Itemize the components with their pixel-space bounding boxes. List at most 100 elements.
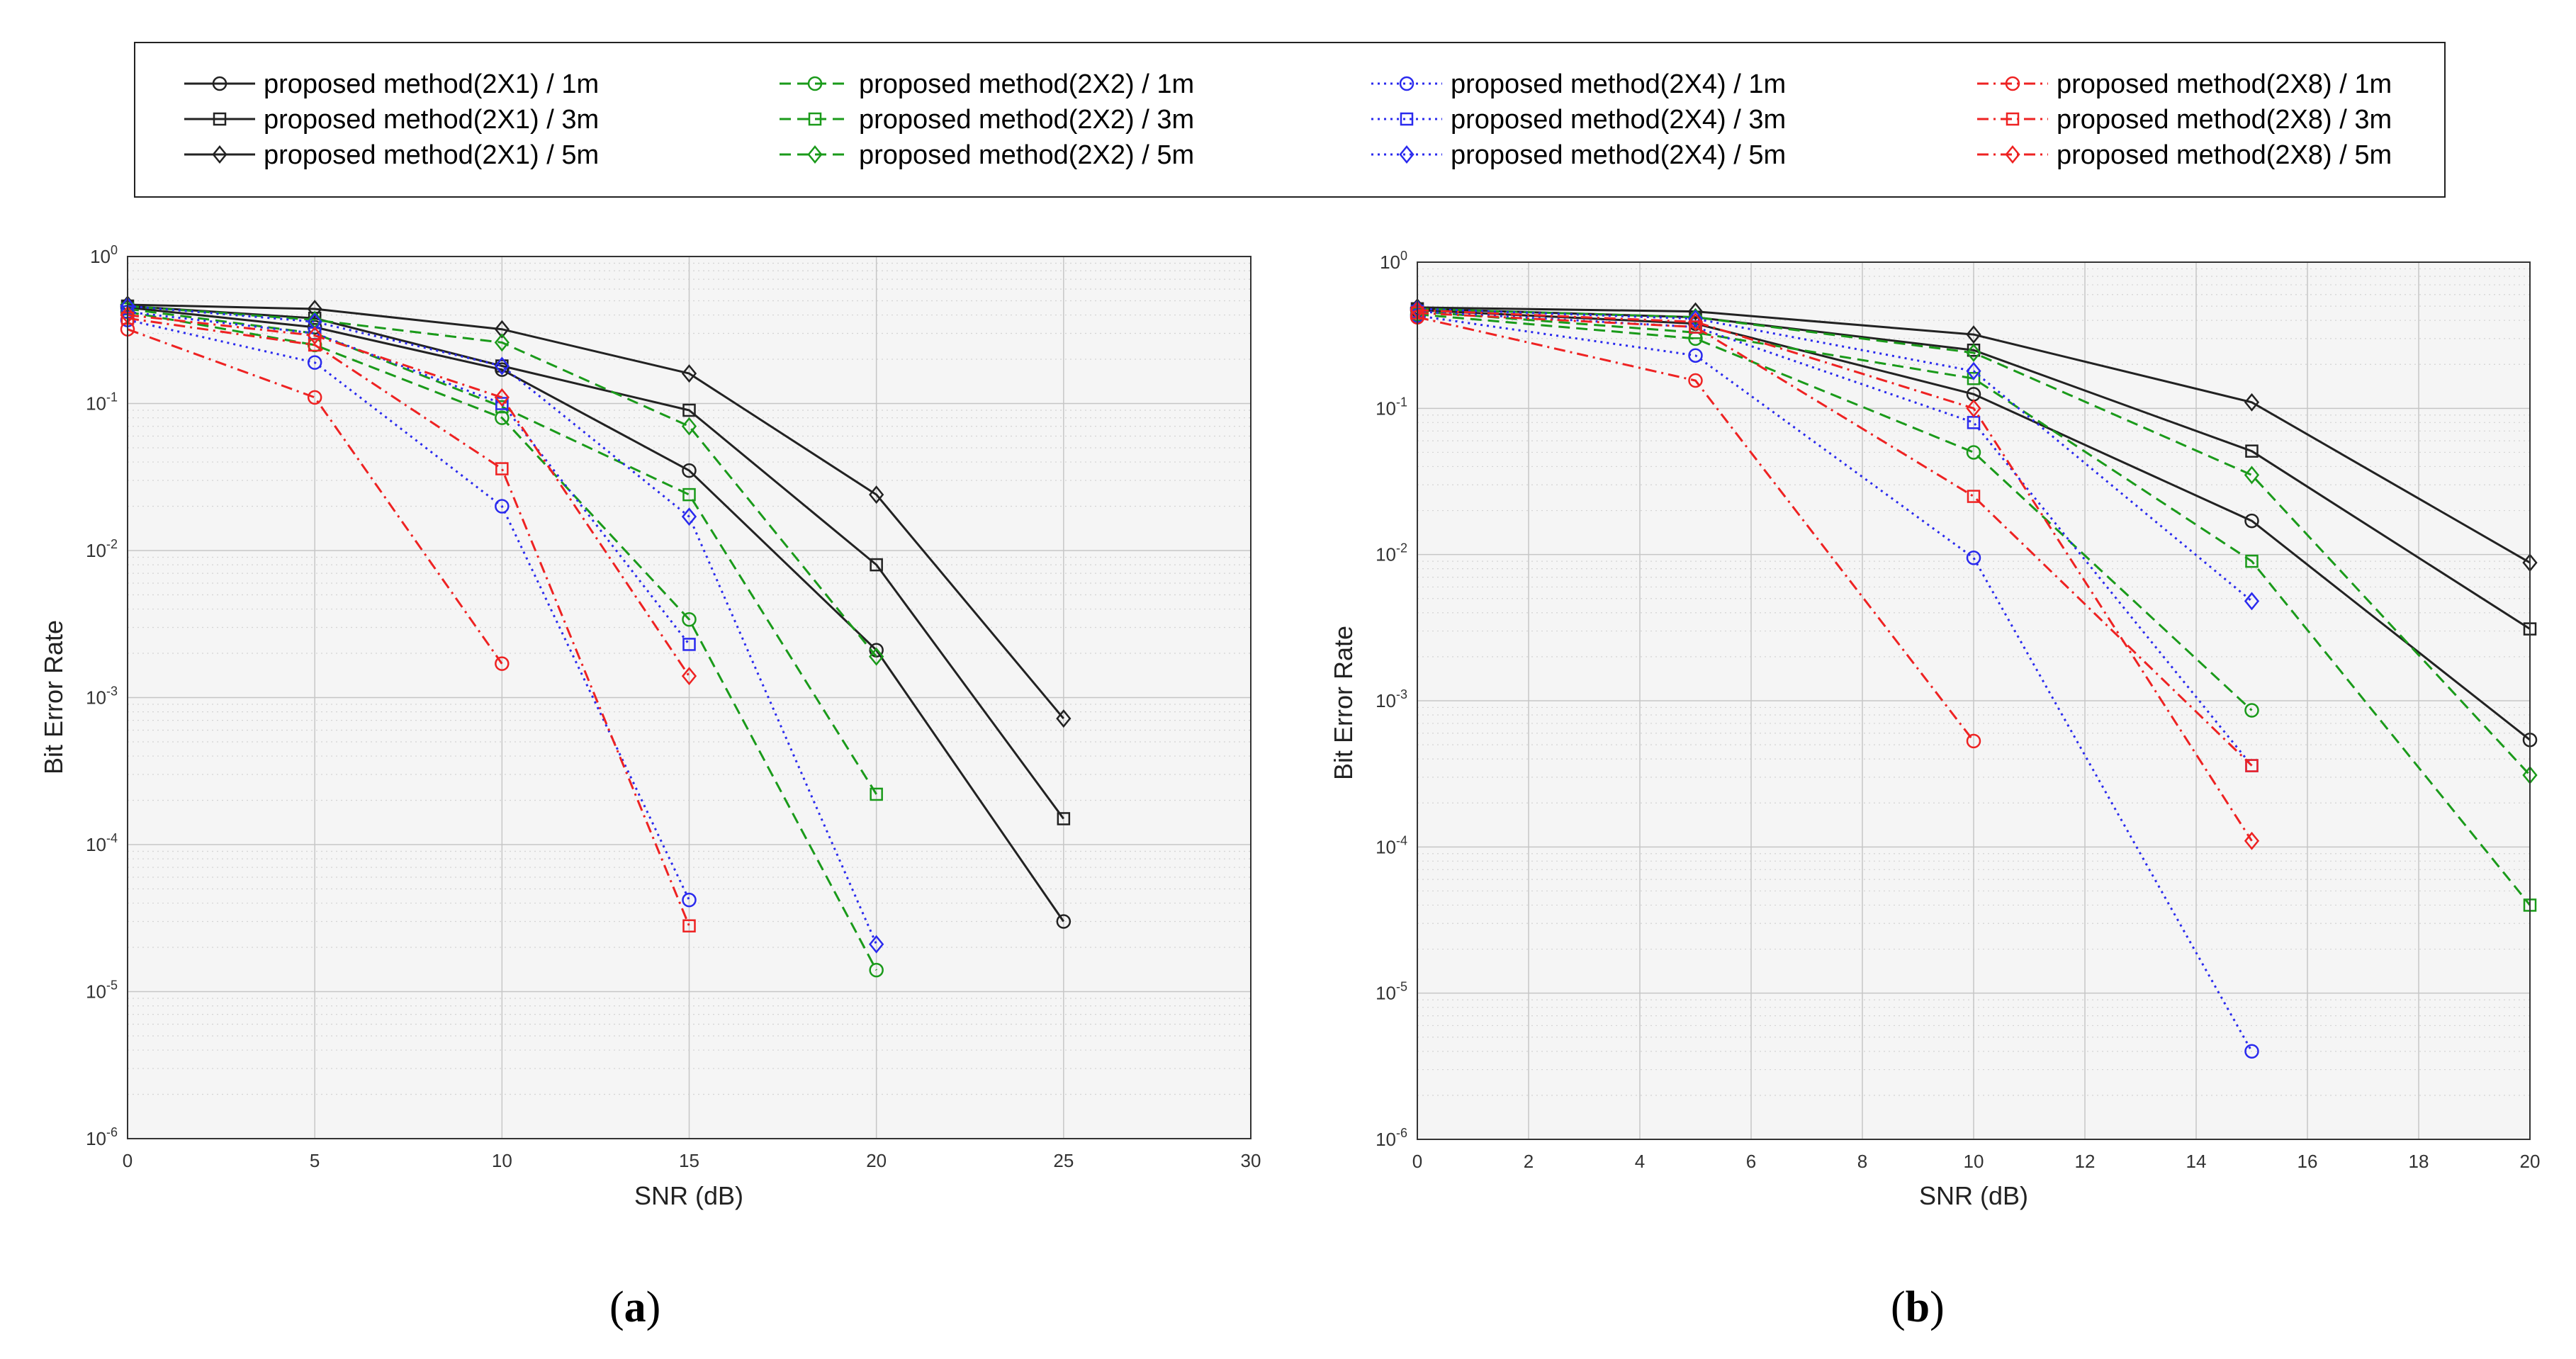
data-point bbox=[1688, 348, 1703, 363]
panel-a-frame bbox=[127, 256, 1252, 1139]
legend-entry: proposed method(2X4) / 3m bbox=[1371, 105, 1786, 135]
legend-marker-square-icon bbox=[1400, 112, 1414, 126]
data-point bbox=[1966, 399, 1981, 418]
legend-marker-diamond-icon bbox=[212, 145, 227, 164]
data-point bbox=[1056, 709, 1072, 728]
x-tick-label: 14 bbox=[2186, 1151, 2207, 1172]
legend-marker-circle-icon bbox=[2005, 76, 2020, 91]
series-line bbox=[1417, 309, 2253, 842]
y-tick-label: 10-2 bbox=[86, 537, 118, 561]
data-point bbox=[870, 558, 883, 572]
data-point bbox=[681, 364, 697, 383]
legend-marker-diamond-icon bbox=[2005, 145, 2020, 164]
data-point bbox=[307, 326, 322, 345]
data-point bbox=[682, 463, 697, 478]
y-tick-label: 10-2 bbox=[1376, 541, 1407, 565]
series-line bbox=[1417, 316, 1975, 742]
series-line bbox=[1417, 310, 2531, 906]
series-line bbox=[1417, 315, 2253, 1052]
series-line bbox=[127, 305, 1065, 820]
series-line bbox=[1417, 313, 2253, 711]
x-tick-label: 0 bbox=[123, 1150, 133, 1171]
data-point bbox=[495, 499, 510, 514]
series-line bbox=[1417, 312, 2253, 767]
legend-entry: proposed method(2X2) / 1m bbox=[780, 69, 1194, 99]
data-point bbox=[1687, 312, 1704, 332]
series-line bbox=[127, 308, 877, 795]
legend: proposed method(2X1) / 1m proposed method… bbox=[134, 42, 2446, 198]
data-point bbox=[307, 355, 322, 370]
y-tick-label: 10-4 bbox=[1376, 833, 1407, 857]
legend-entry: proposed method(2X4) / 1m bbox=[1371, 69, 1786, 99]
series-line bbox=[127, 310, 690, 645]
panel-b-xlabel: SNR (dB) bbox=[1919, 1181, 2028, 1210]
y-tick-label: 10-6 bbox=[86, 1125, 118, 1149]
series-line bbox=[127, 306, 1065, 923]
data-point bbox=[682, 638, 696, 651]
x-tick-label: 18 bbox=[2409, 1151, 2429, 1172]
legend-label: proposed method(2X8) / 3m bbox=[2057, 105, 2392, 135]
panel-b-label: (b) bbox=[1891, 1283, 1945, 1331]
legend-marker-diamond-icon bbox=[1399, 145, 1414, 164]
data-point bbox=[2244, 393, 2260, 412]
legend-entry: proposed method(2X1) / 1m bbox=[184, 69, 599, 99]
panel-b-series bbox=[1410, 298, 2538, 1059]
data-point bbox=[1966, 361, 1981, 380]
data-point bbox=[308, 338, 322, 352]
data-point bbox=[682, 487, 696, 502]
x-tick-label: 6 bbox=[1746, 1151, 1756, 1172]
x-tick-label: 20 bbox=[2520, 1151, 2541, 1172]
legend-entry: proposed method(2X4) / 5m bbox=[1371, 140, 1786, 170]
data-point bbox=[1057, 812, 1071, 825]
y-tick-label: 10-3 bbox=[86, 684, 118, 709]
series-line bbox=[127, 310, 878, 971]
legend-label: proposed method(2X1) / 3m bbox=[264, 105, 599, 135]
legend-label: proposed method(2X8) / 5m bbox=[2057, 140, 2392, 170]
data-point bbox=[1967, 371, 1981, 385]
data-point bbox=[1966, 551, 1981, 565]
x-tick-label: 30 bbox=[1241, 1150, 1261, 1171]
series-line bbox=[127, 303, 1064, 720]
x-tick-label: 4 bbox=[1635, 1151, 1645, 1172]
legend-marker-circle-icon bbox=[1399, 76, 1414, 91]
legend-label: proposed method(2X4) / 1m bbox=[1451, 69, 1786, 99]
legend-label: proposed method(2X1) / 1m bbox=[264, 69, 599, 99]
legend-label: proposed method(2X2) / 1m bbox=[859, 69, 1194, 99]
data-point bbox=[681, 417, 697, 436]
series-line bbox=[127, 314, 690, 677]
legend-marker-square-icon bbox=[213, 112, 227, 126]
y-tick-label: 10-6 bbox=[1376, 1126, 1407, 1150]
legend-entry: proposed method(2X8) / 5m bbox=[1977, 140, 2392, 170]
x-tick-label: 12 bbox=[2075, 1151, 2096, 1172]
legend-marker-square-icon bbox=[2006, 112, 2020, 126]
panel-a-xlabel: SNR (dB) bbox=[634, 1181, 743, 1210]
data-point bbox=[307, 390, 322, 405]
data-point bbox=[1056, 914, 1072, 929]
panel-b-ylabel: Bit Error Rate bbox=[1329, 626, 1358, 780]
data-point bbox=[869, 647, 884, 666]
legend-label: proposed method(2X1) / 5m bbox=[264, 140, 599, 170]
x-tick-label: 2 bbox=[1524, 1151, 1534, 1172]
data-point bbox=[2245, 444, 2259, 458]
legend-label: proposed method(2X2) / 3m bbox=[859, 105, 1194, 135]
data-point bbox=[307, 300, 322, 318]
data-point bbox=[1966, 325, 1981, 344]
legend-entry: proposed method(2X1) / 3m bbox=[184, 105, 599, 135]
series-line bbox=[1417, 308, 2253, 602]
y-tick-label: 100 bbox=[1380, 249, 1407, 273]
data-point bbox=[1966, 733, 1981, 749]
panel-a-ylabel: Bit Error Rate bbox=[39, 620, 68, 774]
y-tick-label: 10-4 bbox=[86, 831, 118, 855]
panel-b-ticks: 100 10-1 10-2 10-3 10-4 10-5 10-60 2 4 6 8 10 12 14 16… bbox=[1376, 249, 2540, 1172]
data-point bbox=[1966, 445, 1981, 460]
panel-a-label: (a) bbox=[609, 1283, 660, 1331]
x-tick-label: 20 bbox=[866, 1150, 887, 1171]
legend-entry: proposed method(2X8) / 1m bbox=[1977, 69, 2392, 99]
data-point bbox=[682, 892, 697, 908]
data-point bbox=[682, 919, 696, 932]
data-point bbox=[869, 485, 884, 504]
data-point bbox=[1689, 320, 1702, 334]
legend-entry: proposed method(2X1) / 5m bbox=[184, 140, 599, 170]
data-point bbox=[681, 667, 697, 686]
